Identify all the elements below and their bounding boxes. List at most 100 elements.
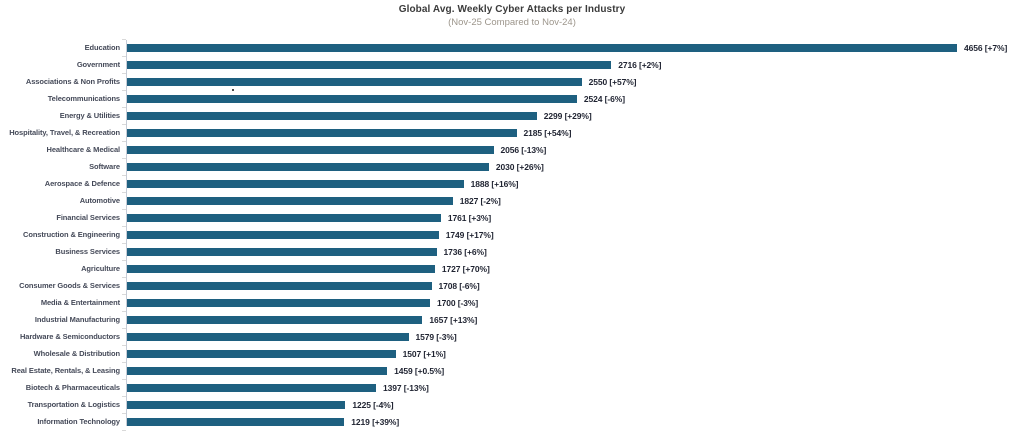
axis-tick [122,379,126,380]
stray-dot-artifact [232,89,234,91]
bar-row: Energy & Utilities 2299 [+29%] [0,107,1024,124]
bar-track: 1579 [-3%] [127,328,1024,345]
bar [127,298,430,307]
axis-tick [122,328,126,329]
bar [127,383,376,392]
bar-row: Education 4656 [+7%] [0,39,1024,56]
bar-row: Information Technology 1219 [+39%] [0,413,1024,430]
value-label: 4656 [+7%] [964,42,1008,53]
bar-track: 1761 [+3%] [127,209,1024,226]
axis-tick [122,158,126,159]
category-label: Education [84,43,120,52]
bar-row: Software 2030 [+26%] [0,158,1024,175]
bar [127,332,409,341]
bar-track: 1749 [+17%] [127,226,1024,243]
category-label: Biotech & Pharmaceuticals [25,383,120,392]
bar [127,43,957,52]
value-label: 2716 [+2%] [618,59,662,70]
axis-tick [122,345,126,346]
category-label: Media & Entertainment [40,298,120,307]
bar-row: Automotive 1827 [-2%] [0,192,1024,209]
bar [127,213,441,222]
bar [127,128,517,137]
value-label: 2550 [+57%] [588,76,637,87]
bar [127,162,489,171]
bar-row: Telecommunications 2524 [-6%] [0,90,1024,107]
category-label: Telecommunications [47,94,120,103]
chart-title: Global Avg. Weekly Cyber Attacks per Ind… [398,4,626,15]
bar-row: Agriculture 1727 [+70%] [0,260,1024,277]
axis-tick [122,311,126,312]
axis-tick [122,243,126,244]
category-label: Real Estate, Rentals, & Leasing [11,366,120,375]
bar-track: 2524 [-6%] [127,90,1024,107]
bar [127,77,582,86]
bar-row: Financial Services 1761 [+3%] [0,209,1024,226]
category-label: Construction & Engineering [23,230,120,239]
axis-tick [122,209,126,210]
bar-rows: Education 4656 [+7%] Government 2716 [+2%] A… [0,39,1024,430]
bar-track: 1888 [+16%] [127,175,1024,192]
axis-tick [122,107,126,108]
value-label: 1736 [+6%] [443,246,487,257]
bar-track: 2185 [+54%] [127,124,1024,141]
category-label: Wholesale & Distribution [33,349,120,358]
bar [127,196,453,205]
value-label: 2524 [-6%] [583,93,625,104]
chart-subtitle: (Nov-25 Compared to Nov-24) [448,17,576,28]
value-label: 1708 [-6%] [438,280,480,291]
bar-track: 2030 [+26%] [127,158,1024,175]
bar [127,94,577,103]
axis-tick [122,192,126,193]
bar [127,417,345,426]
value-label: 1727 [+70%] [441,263,490,274]
bar [127,366,388,375]
category-label: Software [89,162,120,171]
bar-row: Consumer Goods & Services 1708 [-6%] [0,277,1024,294]
bar-track: 2056 [-13%] [127,141,1024,158]
value-label: 1397 [-13%] [383,382,429,393]
axis-tick [122,430,126,431]
bar-track: 1727 [+70%] [127,260,1024,277]
bar [127,349,396,358]
value-label: 1507 [+1%] [402,348,446,359]
category-label: Financial Services [56,213,120,222]
category-label: Agriculture [81,264,120,273]
bar [127,400,346,409]
bar-row: Transportation & Logistics 1225 [-4%] [0,396,1024,413]
bar-track: 4656 [+7%] [127,39,1024,56]
value-label: 2185 [+54%] [523,127,572,138]
category-label: Aerospace & Defence [44,179,120,188]
category-label: Business Services [55,247,120,256]
axis-tick [122,260,126,261]
category-label: Healthcare & Medical [46,145,121,154]
category-label: Consumer Goods & Services [19,281,120,290]
category-label: Government [76,60,120,69]
category-label: Industrial Manufacturing [34,315,120,324]
bar-row: Hospitality, Travel, & Recreation 2185 [+… [0,124,1024,141]
axis-tick [122,90,126,91]
axis-tick [122,294,126,295]
category-label: Information Technology [37,417,120,426]
bar-track: 2550 [+57%] [127,73,1024,90]
bar-row: Aerospace & Defence 1888 [+16%] [0,175,1024,192]
category-label: Associations & Non Profits [25,77,120,86]
bar-track: 1219 [+39%] [127,413,1024,430]
bar-row: Real Estate, Rentals, & Leasing 1459 [+0.… [0,362,1024,379]
axis-tick [122,73,126,74]
bar [127,230,439,239]
bar-row: Industrial Manufacturing 1657 [+13%] [0,311,1024,328]
bar-row: Associations & Non Profits 2550 [+57%] [0,73,1024,90]
bar-track: 1700 [-3%] [127,294,1024,311]
bar-track: 1827 [-2%] [127,192,1024,209]
bar [127,111,537,120]
bar-track: 1507 [+1%] [127,345,1024,362]
bar-track: 1736 [+6%] [127,243,1024,260]
bar [127,281,432,290]
bar-row: Media & Entertainment 1700 [-3%] [0,294,1024,311]
axis-tick [122,141,126,142]
value-label: 1827 [-2%] [459,195,501,206]
bar [127,179,464,188]
bar-track: 1657 [+13%] [127,311,1024,328]
